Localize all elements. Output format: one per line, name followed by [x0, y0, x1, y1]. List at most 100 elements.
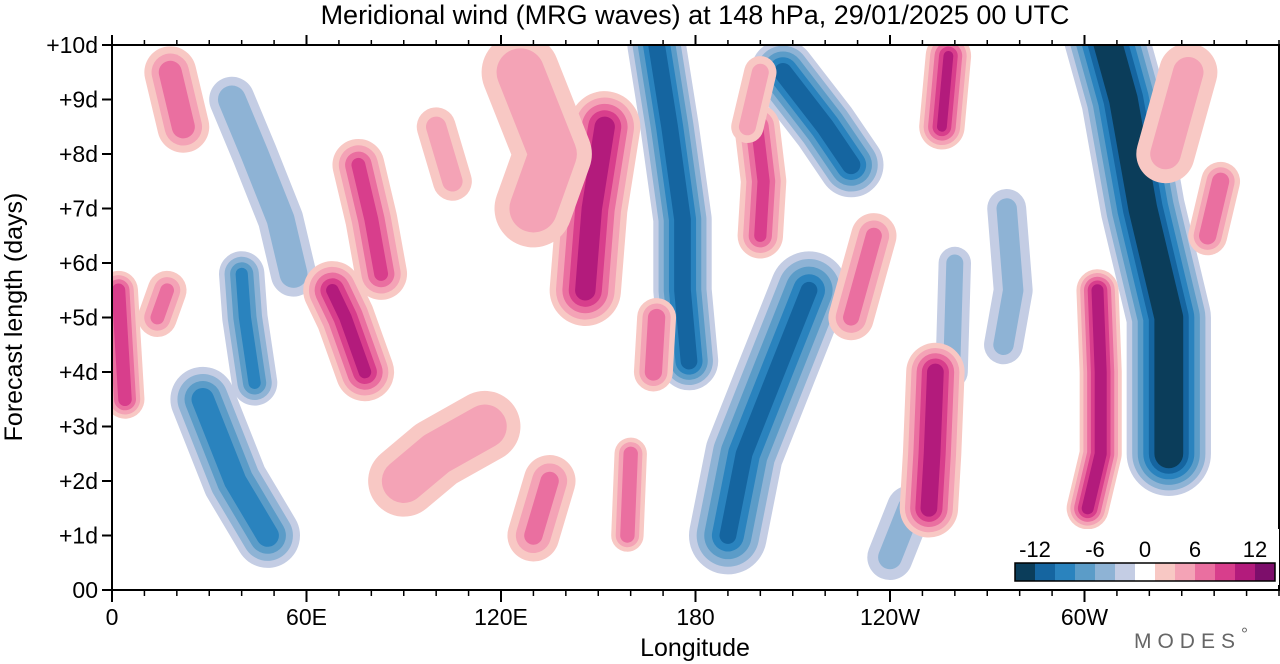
- feature-14: [919, 45, 972, 150]
- x-tick-label: 120E: [474, 604, 528, 630]
- y-tick-label: +6d: [59, 250, 98, 276]
- westerly-band-6: [843, 227, 882, 326]
- westerly-band-6: [158, 60, 195, 139]
- y-tick-label: +2d: [59, 468, 98, 494]
- easterly-band-10: [648, 45, 698, 370]
- easterly-band-8: [191, 388, 279, 547]
- westerly-band-10: [1081, 284, 1107, 515]
- brand-text: MODES: [1133, 630, 1241, 653]
- colorbar-swatch: [1175, 563, 1196, 581]
- westerly-band-4: [426, 116, 463, 192]
- westerly-band-8: [112, 283, 132, 407]
- easterly-band-8: [235, 267, 261, 389]
- modes-logo: MODES°: [1134, 624, 1254, 654]
- westerly-band-4: [381, 404, 507, 503]
- westerly-band-6: [644, 308, 666, 381]
- colorbar: -12 -6 0 6 12: [1011, 529, 1279, 585]
- feature-1: [1064, 45, 1211, 496]
- feature-25: [481, 45, 592, 248]
- brand-mark: °: [1241, 624, 1254, 644]
- chart-title: Meridional wind (MRG waves) at 148 hPa, …: [321, 0, 1070, 30]
- feature-28: [731, 56, 777, 143]
- westerly-band-10: [575, 116, 615, 301]
- feature-10: [549, 91, 641, 326]
- y-tick-label: +7d: [59, 196, 98, 222]
- feature-11: [899, 342, 965, 538]
- easterly-band-4: [993, 198, 1024, 355]
- feature-3: [750, 45, 884, 198]
- feature-23: [507, 455, 576, 562]
- y-tick-label: +10d: [46, 32, 98, 58]
- y-tick-label: +4d: [59, 359, 98, 385]
- y-tick-label: +9d: [59, 87, 98, 113]
- feature-20: [611, 437, 647, 552]
- feature-2: [627, 45, 719, 391]
- colorbar-tick-label: 12: [1243, 537, 1267, 562]
- colorbar-tick-label: -6: [1085, 537, 1105, 562]
- feature-13: [303, 261, 395, 402]
- feature-15: [112, 270, 145, 419]
- westerly-band-6: [620, 446, 638, 543]
- y-axis-label: Forecast length (days): [0, 193, 28, 442]
- colorbar-swatch: [1035, 563, 1056, 581]
- colorbar-frame: [1014, 562, 1276, 582]
- y-tick-label: 00: [72, 577, 98, 603]
- x-tick-label: 60E: [286, 604, 327, 630]
- feature-4: [170, 366, 300, 568]
- colorbar-swatch: [1235, 563, 1256, 581]
- easterly-band-12: [1093, 45, 1184, 469]
- colorbar-tick-label: -12: [1019, 537, 1051, 562]
- y-tick-label: +3d: [59, 414, 98, 440]
- x-axis-label: Longitude: [640, 634, 750, 662]
- feature-26: [368, 390, 521, 517]
- colorbar-swatch: [1095, 563, 1116, 581]
- x-tick-label: 180: [676, 604, 714, 630]
- westerly-band-10: [326, 284, 372, 379]
- feature-16: [734, 104, 787, 259]
- feature-21: [1188, 161, 1241, 256]
- feature-0: [689, 251, 848, 575]
- feature-19: [633, 298, 677, 392]
- colorbar-tick-label: 0: [1139, 537, 1151, 562]
- colorbar-swatch: [1015, 563, 1036, 581]
- colorbar-swatch: [1055, 563, 1076, 581]
- wind-field: [112, 45, 1241, 580]
- westerly-band-10: [937, 51, 954, 132]
- feature-5: [219, 251, 278, 406]
- feature-12: [1066, 269, 1122, 530]
- westerly-band-4: [738, 63, 769, 136]
- feature-22: [828, 213, 897, 341]
- easterly-band-10: [773, 63, 861, 175]
- colorbar-swatch: [1195, 563, 1216, 581]
- feature-24: [137, 270, 187, 337]
- y-tick-label: +8d: [59, 141, 98, 167]
- feature-29: [416, 107, 472, 201]
- x-tick-label: 120W: [860, 604, 920, 630]
- colorbar-tick-label: 6: [1189, 537, 1201, 562]
- easterly-band-4: [217, 85, 308, 288]
- westerly-band-8: [751, 120, 770, 242]
- feature-27: [1136, 45, 1218, 184]
- westerly-band-4: [496, 48, 577, 233]
- colorbar-swatch: [1075, 563, 1096, 581]
- colorbar-swatch: [1135, 563, 1156, 581]
- y-tick-label: +5d: [59, 305, 98, 331]
- westerly-band-6: [524, 471, 559, 545]
- westerly-band-6: [150, 283, 174, 325]
- feature-17: [332, 138, 408, 300]
- easterly-band-10: [719, 281, 818, 544]
- colorbar-swatch: [1155, 563, 1176, 581]
- feature-6: [209, 76, 317, 297]
- x-tick-label: 60W: [1061, 604, 1109, 630]
- axis-ticks: 0 60E 120E 180 120W 60W 00 +1d +2d +3d +4d +5d +6d +7…: [46, 32, 1280, 630]
- westerly-band-10: [920, 363, 944, 517]
- colorbar-swatch: [1255, 563, 1276, 581]
- x-tick-label: 0: [106, 604, 119, 630]
- feature-7: [984, 189, 1033, 365]
- colorbar-swatch: [1115, 563, 1136, 581]
- westerly-band-8: [351, 157, 389, 281]
- westerly-band-4: [1150, 57, 1204, 170]
- westerly-band-6: [1199, 172, 1230, 245]
- y-tick-label: +1d: [59, 523, 98, 549]
